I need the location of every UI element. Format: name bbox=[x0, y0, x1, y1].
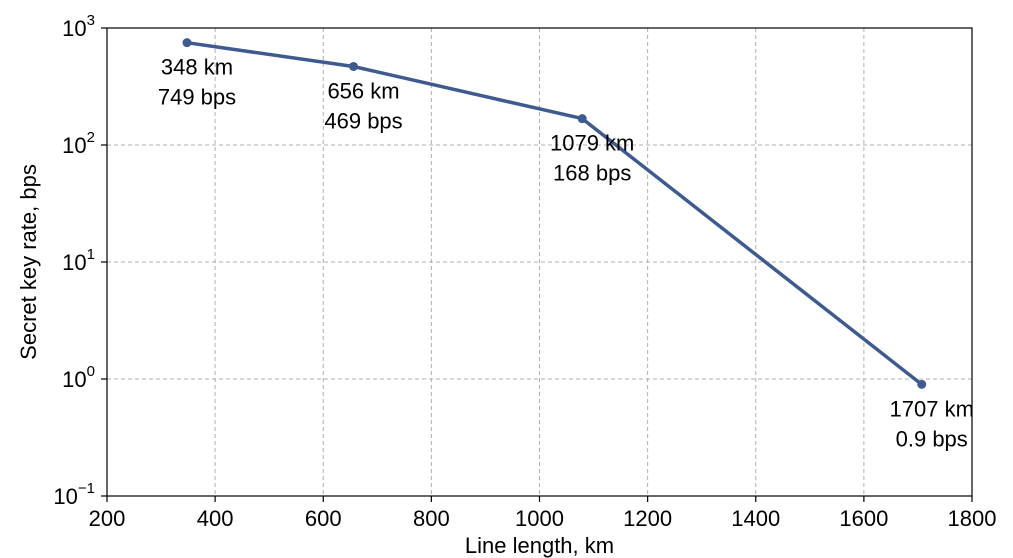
y-tick-label: 103 bbox=[62, 12, 95, 41]
x-axis-label: Line length, km bbox=[465, 533, 614, 558]
x-tick-label: 600 bbox=[305, 506, 342, 531]
x-tick-label: 1600 bbox=[839, 506, 888, 531]
series-group bbox=[182, 38, 927, 389]
y-tick-label: 101 bbox=[62, 246, 95, 275]
data-point bbox=[182, 38, 192, 48]
series-line bbox=[186, 40, 923, 386]
data-label-distance: 1079 km bbox=[550, 131, 634, 156]
data-labels: 348 km 749 bps 656 km 469 bps 1079 km 168 bps… bbox=[158, 55, 974, 452]
x-tick-label: 1800 bbox=[948, 506, 997, 531]
grid bbox=[107, 28, 972, 496]
data-label-rate: 469 bps bbox=[324, 108, 402, 133]
x-tick-label: 1000 bbox=[515, 506, 564, 531]
data-point bbox=[577, 114, 587, 124]
x-tick-label: 1400 bbox=[731, 506, 780, 531]
y-tick-label: 100 bbox=[62, 363, 95, 392]
data-label-rate: 168 bps bbox=[553, 161, 631, 186]
x-tick-label: 200 bbox=[89, 506, 126, 531]
data-label-distance: 348 km bbox=[161, 55, 233, 80]
data-label-distance: 656 km bbox=[327, 78, 399, 103]
data-label-rate: 749 bps bbox=[158, 85, 236, 110]
data-point bbox=[917, 379, 927, 389]
data-label-distance: 1707 km bbox=[890, 396, 974, 421]
x-tick-label: 800 bbox=[413, 506, 450, 531]
y-tick-label: 10−1 bbox=[53, 480, 95, 509]
y-axis-label: Secret key rate, bps bbox=[16, 164, 41, 360]
x-tick-label: 400 bbox=[197, 506, 234, 531]
x-tick-label: 1200 bbox=[623, 506, 672, 531]
axis-ticks: 200 400 600 800 1000 1200 1400 1600 1800 10−1 100 1… bbox=[53, 12, 996, 531]
data-point bbox=[349, 61, 359, 71]
y-tick-label: 102 bbox=[62, 129, 95, 158]
data-label-rate: 0.9 bps bbox=[896, 426, 968, 451]
